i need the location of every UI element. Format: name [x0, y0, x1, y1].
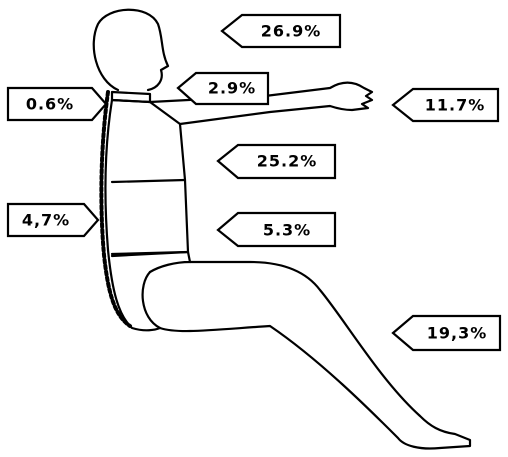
label-callout: 0.6% — [6, 86, 108, 122]
head — [92, 8, 170, 92]
label-callout: 5.3% — [216, 211, 337, 248]
label-callout: 26.9% — [220, 13, 342, 49]
label: 2.9% — [208, 79, 256, 98]
label: 0.6% — [26, 95, 74, 114]
spine — [99, 90, 132, 328]
label: 19,3% — [427, 324, 488, 343]
label-callout: 2.9% — [176, 71, 270, 106]
label-callout: 11.7% — [391, 87, 500, 123]
label: 4,7% — [22, 211, 70, 230]
arm — [148, 81, 374, 126]
label-callout: 4,7% — [6, 202, 100, 238]
torso — [110, 98, 190, 258]
label: 26.9% — [261, 22, 322, 41]
waist-line — [110, 250, 190, 256]
label: 25.2% — [257, 152, 318, 171]
chest-line — [110, 178, 187, 184]
seated-figure — [92, 8, 472, 450]
label-callout: 19,3% — [391, 314, 502, 352]
leg — [141, 260, 472, 450]
label: 11.7% — [425, 96, 486, 115]
back — [104, 98, 162, 332]
pelvis — [148, 250, 192, 274]
label: 5.3% — [263, 221, 311, 240]
label-callout: 25.2% — [216, 143, 337, 180]
